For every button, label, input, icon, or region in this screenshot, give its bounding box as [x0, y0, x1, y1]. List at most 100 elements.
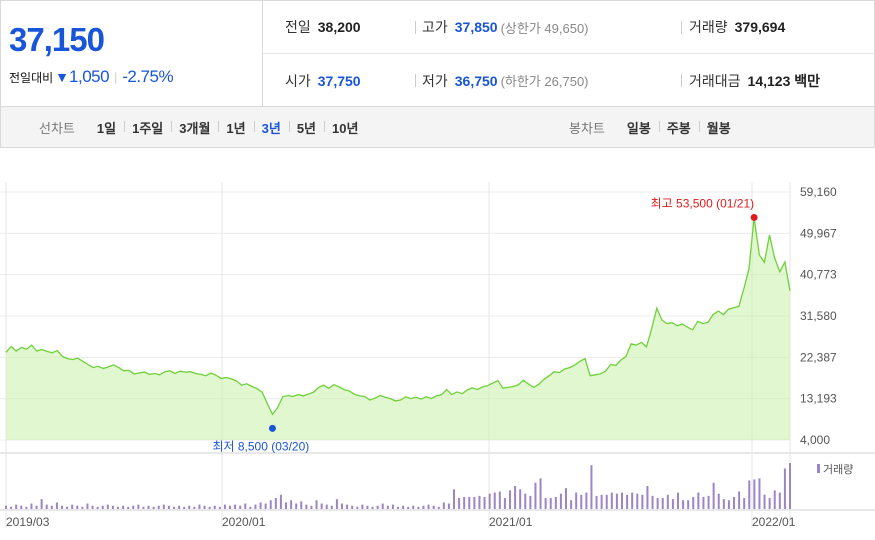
tab-daily[interactable]: 일봉 [626, 120, 651, 136]
max-point-marker [750, 213, 758, 221]
volume-bar [167, 505, 170, 509]
volume-bar [503, 498, 506, 509]
volume-bar [677, 492, 679, 509]
volume-bar [198, 504, 201, 509]
divider [415, 21, 416, 34]
chart-annotations: 최고 53,500 (01/21) 최저 8,500 (03/20) [212, 196, 758, 453]
volume-bar [76, 505, 79, 509]
volume-bar [453, 489, 455, 509]
y-tick-label: 31,580 [800, 309, 837, 323]
volume-bar [712, 482, 715, 509]
volume-bar [595, 495, 598, 509]
volume-bar [254, 504, 257, 509]
price-area [6, 217, 790, 440]
volume-bar [346, 504, 349, 509]
volume-bar [341, 503, 343, 509]
volume-bar [366, 505, 369, 509]
volume-bar [590, 465, 593, 509]
volume-bars: 거래량 [5, 463, 853, 509]
volume-bar [274, 498, 277, 509]
volume-bar [554, 496, 557, 509]
volume-bar [45, 504, 48, 509]
volume-bar [239, 505, 242, 509]
stats-row-2: 시가 37,750 저가 36,750 (하한가 26,750) 거래대금 14… [263, 54, 875, 107]
tab-1w[interactable]: 1주일 [124, 118, 171, 137]
divider [681, 74, 682, 87]
tab-weekly[interactable]: 주봉 [658, 118, 699, 137]
trade-volume: 거래량 379,694 [689, 19, 786, 35]
volume-bar [66, 506, 69, 509]
volume-bar [458, 498, 461, 509]
volume-bar [529, 495, 532, 509]
tab-10y[interactable]: 10년 [324, 118, 366, 137]
volume-bar [122, 505, 125, 509]
volume-bar [646, 486, 649, 509]
volume-bar [20, 505, 23, 509]
volume-bar [565, 488, 567, 509]
y-axis-labels: 59,160 49,967 40,773 31,580 22,387 13,193 4,00… [800, 185, 837, 447]
min-annotation: 최저 8,500 (03/20) [212, 439, 309, 453]
volume-bar [519, 489, 522, 509]
volume-bar [335, 499, 338, 509]
y-tick-label: 40,773 [800, 268, 837, 282]
high-price: 고가 37,850 (상한가 49,650) [422, 19, 589, 36]
x-tick-label: 2022/01 [752, 515, 796, 529]
tab-5y[interactable]: 5년 [288, 118, 324, 137]
low-price: 저가 36,750 (하한가 26,750) [422, 72, 589, 90]
y-tick-label: 4,000 [800, 433, 830, 447]
volume-bar [697, 492, 700, 509]
volume-bar [758, 478, 761, 509]
volume-bar [610, 492, 613, 509]
volume-bar [478, 495, 481, 509]
tab-3m[interactable]: 3개월 [171, 118, 218, 137]
volume-bar [315, 500, 318, 509]
volume-bar [361, 504, 364, 509]
volume-bar [559, 493, 562, 509]
volume-bar [468, 496, 471, 509]
volume-bar [692, 496, 695, 509]
volume-bar [768, 498, 771, 509]
volume-bar [15, 504, 18, 509]
volume-bar [173, 506, 175, 509]
volume-bar [178, 505, 181, 509]
price-change: 전일대비 ▼ 1,050 | -2.75% [9, 67, 174, 87]
y-tick-label: 59,160 [800, 185, 837, 199]
volume-bar [391, 504, 394, 509]
volume-bar [626, 494, 629, 509]
volume-bar [717, 493, 720, 509]
stats-row-1: 전일 38,200 고가 37,850 (상한가 49,650) 거래량 379… [263, 1, 875, 54]
tab-3y[interactable]: 3년 [253, 118, 289, 137]
volume-bar [208, 506, 211, 509]
volume-bar [682, 500, 685, 509]
volume-bar [162, 504, 165, 509]
volume-bar [279, 494, 282, 509]
volume-bar [371, 506, 374, 509]
candle-chart-tabs: 봉차트 일봉 주봉 월봉 [569, 118, 739, 137]
stats-table: 전일 38,200 고가 37,850 (상한가 49,650) 거래량 379… [263, 1, 875, 107]
volume-bar [218, 506, 221, 509]
volume-bar [259, 502, 262, 509]
volume-bar [473, 496, 476, 509]
x-tick-label: 2020/01 [222, 515, 266, 529]
volume-bar [600, 494, 603, 509]
volume-bar [356, 506, 359, 509]
volume-bar [707, 495, 710, 509]
tab-1y[interactable]: 1년 [218, 118, 253, 137]
volume-bar [381, 503, 384, 509]
volume-bar [687, 500, 690, 509]
volume-bar [483, 496, 486, 509]
volume-bar [81, 506, 84, 509]
volume-bar [183, 506, 186, 509]
tab-1d[interactable]: 1일 [96, 120, 117, 136]
volume-bar [101, 505, 104, 509]
volume-bar [147, 505, 150, 509]
volume-bar [738, 491, 741, 509]
volume-bar [621, 492, 623, 509]
volume-bar [127, 506, 130, 509]
volume-bar [570, 500, 573, 509]
price-summary: 37,150 전일대비 ▼ 1,050 | -2.75% [1, 1, 263, 107]
tab-monthly[interactable]: 월봉 [698, 118, 739, 137]
volume-bar [753, 479, 756, 509]
volume-bar [310, 505, 313, 509]
volume-bar [585, 492, 588, 509]
